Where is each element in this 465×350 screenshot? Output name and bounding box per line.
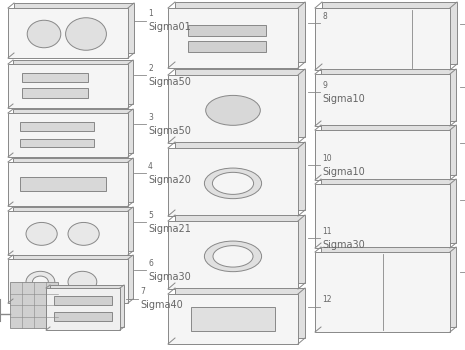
- Text: 8: 8: [322, 12, 327, 21]
- Text: 4: 4: [148, 162, 153, 171]
- Bar: [315, 74, 450, 126]
- Bar: [13, 60, 133, 104]
- Bar: [8, 211, 128, 255]
- Bar: [50, 285, 124, 327]
- Bar: [22, 73, 88, 83]
- Bar: [13, 255, 133, 299]
- Text: 9: 9: [322, 81, 327, 90]
- Bar: [13, 109, 133, 153]
- Bar: [175, 142, 305, 210]
- Bar: [8, 8, 128, 58]
- Bar: [321, 69, 456, 121]
- Bar: [54, 295, 112, 305]
- Bar: [168, 221, 298, 289]
- Bar: [175, 288, 305, 338]
- Bar: [187, 41, 266, 52]
- Ellipse shape: [206, 96, 260, 125]
- Text: 11: 11: [322, 227, 332, 236]
- Text: Sigma50: Sigma50: [148, 126, 191, 136]
- Bar: [315, 184, 450, 248]
- Bar: [321, 179, 456, 243]
- Bar: [13, 207, 133, 251]
- Bar: [10, 282, 58, 328]
- Text: 7: 7: [140, 287, 145, 296]
- Bar: [14, 3, 134, 53]
- Bar: [20, 122, 94, 131]
- Bar: [8, 162, 128, 206]
- Bar: [175, 69, 305, 137]
- Text: Sigma30: Sigma30: [322, 240, 365, 250]
- Bar: [321, 247, 456, 327]
- Bar: [187, 25, 266, 36]
- Bar: [20, 139, 94, 147]
- Text: 6: 6: [148, 259, 153, 268]
- Text: 10: 10: [322, 154, 332, 163]
- Text: 2: 2: [148, 64, 153, 73]
- Ellipse shape: [66, 18, 106, 50]
- Text: 5: 5: [148, 211, 153, 220]
- Text: Sigma21: Sigma21: [148, 224, 191, 234]
- Ellipse shape: [213, 246, 253, 267]
- Text: Sigma40: Sigma40: [140, 301, 183, 310]
- Bar: [46, 288, 120, 330]
- Ellipse shape: [213, 172, 253, 194]
- Text: Sigma01: Sigma01: [148, 22, 191, 33]
- Bar: [168, 148, 298, 216]
- Bar: [168, 294, 298, 344]
- Bar: [13, 158, 133, 202]
- Bar: [8, 64, 128, 108]
- Ellipse shape: [27, 20, 61, 48]
- Text: 1: 1: [148, 9, 153, 19]
- Text: Sigma50: Sigma50: [148, 77, 191, 87]
- Bar: [315, 130, 450, 180]
- Bar: [54, 312, 112, 321]
- Ellipse shape: [26, 223, 57, 245]
- Bar: [321, 125, 456, 175]
- Ellipse shape: [68, 223, 99, 245]
- Text: 3: 3: [148, 113, 153, 122]
- Ellipse shape: [68, 271, 97, 293]
- Text: Sigma10: Sigma10: [322, 167, 365, 177]
- Text: Sigma10: Sigma10: [322, 94, 365, 104]
- Bar: [175, 215, 305, 283]
- Bar: [191, 307, 275, 331]
- Bar: [8, 113, 128, 157]
- Ellipse shape: [33, 276, 48, 288]
- Ellipse shape: [205, 241, 262, 272]
- Text: Sigma30: Sigma30: [148, 272, 191, 282]
- Bar: [322, 2, 457, 64]
- Ellipse shape: [205, 168, 262, 199]
- Ellipse shape: [26, 271, 55, 293]
- Bar: [168, 75, 298, 143]
- Text: 12: 12: [322, 295, 332, 304]
- Bar: [8, 259, 128, 303]
- Bar: [315, 8, 450, 70]
- Bar: [168, 8, 298, 68]
- Text: Sigma20: Sigma20: [148, 175, 191, 185]
- Bar: [20, 177, 106, 191]
- Bar: [315, 252, 450, 332]
- Bar: [22, 88, 88, 98]
- Bar: [175, 2, 305, 62]
